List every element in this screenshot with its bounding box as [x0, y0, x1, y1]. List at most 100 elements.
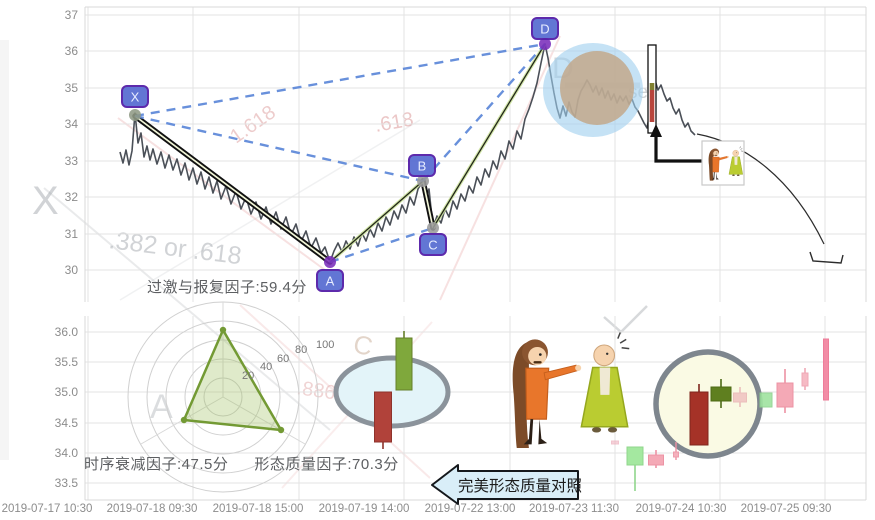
x-axis-label: 2019-07-19 14:00	[319, 503, 410, 515]
candle-body	[611, 440, 619, 445]
y-axis-label: 35.5	[55, 355, 79, 369]
bottom-factors-row: 时序衰减因子:47.5分 形态质量因子:70.3分	[84, 453, 425, 474]
pattern-leg	[329, 180, 424, 263]
left-shade	[0, 40, 9, 460]
candle-body	[759, 392, 773, 408]
y-axis-label: 36	[65, 44, 79, 58]
ratio-dashed-line	[134, 42, 546, 118]
pattern-marker-C[interactable]	[419, 233, 447, 256]
x-axis-label: 2019-07-22 13:00	[425, 503, 516, 515]
projection-arc	[696, 133, 825, 245]
candle-body	[776, 382, 794, 408]
candle	[759, 392, 773, 408]
candle	[611, 440, 619, 445]
candle-body	[673, 451, 679, 458]
candle	[673, 442, 679, 460]
time-decay-factor-text: 时序衰减因子:47.5分	[84, 456, 229, 473]
overreaction-factor-text: 过激与报复因子:59.4分	[147, 279, 307, 296]
watermark-text: .886	[295, 377, 337, 404]
radar-vertex-dot	[219, 326, 227, 334]
watermark-text: X	[32, 179, 59, 223]
candle	[710, 379, 732, 408]
x-axis-label: 2019-07-18 09:30	[107, 503, 198, 515]
pattern-marker-letter: B	[418, 159, 427, 174]
up-arrow-icon	[650, 124, 662, 137]
x-axis-label: 2019-07-23 11:30	[529, 503, 619, 515]
ratio-dashed-line	[329, 226, 434, 264]
pattern-marker-B[interactable]	[408, 154, 436, 177]
candle-body	[823, 338, 829, 401]
callout-elbow-line	[654, 135, 704, 163]
pattern-marker-X[interactable]	[121, 85, 149, 108]
highlight-circle	[560, 51, 634, 125]
watermark-text: .382 or .618	[107, 226, 243, 270]
pattern-point-dot-X[interactable]	[129, 109, 141, 121]
y-axis-label: 33	[65, 154, 79, 168]
candle-body	[648, 454, 664, 466]
watermark-line	[439, 35, 561, 301]
candle	[626, 446, 644, 491]
y-axis-label: 30	[65, 263, 79, 277]
watermark-line	[117, 117, 326, 271]
overlay-decorations: 完美形态质量对照	[431, 140, 745, 505]
y-axis-label: 34.0	[55, 446, 79, 460]
candle	[374, 391, 392, 449]
quality-factor-text: 形态质量因子:70.3分	[254, 456, 399, 473]
candle	[689, 384, 709, 446]
radar-polygon	[182, 328, 283, 432]
pattern-leg-core	[422, 180, 434, 229]
x-axis-label: 2019-07-17 10:30	[2, 503, 93, 515]
x-axis-label: 2019-07-25 09:30	[741, 503, 832, 515]
y-axis-label: 33.5	[55, 476, 79, 490]
candle	[648, 450, 664, 468]
watermark-line	[119, 119, 421, 301]
y-axis-label: 31	[65, 227, 79, 241]
ratio-dashed-line	[422, 43, 546, 182]
candle-body	[710, 386, 732, 402]
radar-tick-label: 20	[242, 370, 254, 382]
radar-vertex-dot	[277, 426, 285, 434]
candle	[823, 338, 829, 401]
pattern-marker-letter: X	[131, 90, 140, 105]
radar-tick-label: 60	[277, 353, 289, 365]
y-axis-label: 36.0	[55, 325, 79, 339]
y-axis-label: 34.5	[55, 416, 79, 430]
pattern-point-dot-A[interactable]	[324, 256, 336, 268]
candle-body	[733, 392, 747, 403]
layer-radar: 20 40 60 80 100	[127, 301, 334, 493]
zoomed-candle-olive	[649, 83, 655, 90]
layer-dashed	[134, 42, 546, 264]
pattern-point-dot-C[interactable]	[427, 222, 439, 234]
candle-body	[801, 372, 809, 387]
candle-body	[626, 446, 644, 466]
pattern-marker-A[interactable]	[316, 269, 344, 292]
watermark-text: .618	[373, 108, 415, 136]
watermark-line	[603, 305, 648, 334]
layer-annotations	[647, 44, 844, 264]
pattern-point-dot-B[interactable]	[417, 175, 429, 187]
layer-highlight	[543, 43, 643, 137]
radar-tick-label: 100	[316, 339, 334, 351]
pattern-leg	[432, 43, 546, 229]
arc-end-tick	[809, 251, 844, 264]
candle-body	[395, 337, 413, 391]
layer-bottom-candles	[333, 331, 829, 491]
zoomed-candle-red	[649, 90, 655, 122]
watermark-text: 1.618	[226, 101, 280, 148]
x-axis-label: 2019-07-24 10:30	[636, 503, 727, 515]
y-axis-label: 32	[65, 190, 79, 204]
radar-spoke	[222, 396, 306, 445]
layer-markers: X A B C D	[121, 17, 559, 292]
candle	[776, 369, 794, 413]
y-axis-label: 37	[65, 8, 79, 22]
x-axis-label: 2019-07-18 15:00	[213, 503, 304, 515]
radar-vertex-dot	[180, 416, 188, 424]
pattern-marker-D[interactable]	[531, 17, 559, 40]
layer-legs	[132, 43, 547, 265]
cartoon-illustration	[511, 331, 630, 449]
pattern-point-dot-D[interactable]	[539, 38, 551, 50]
candle	[395, 331, 413, 391]
